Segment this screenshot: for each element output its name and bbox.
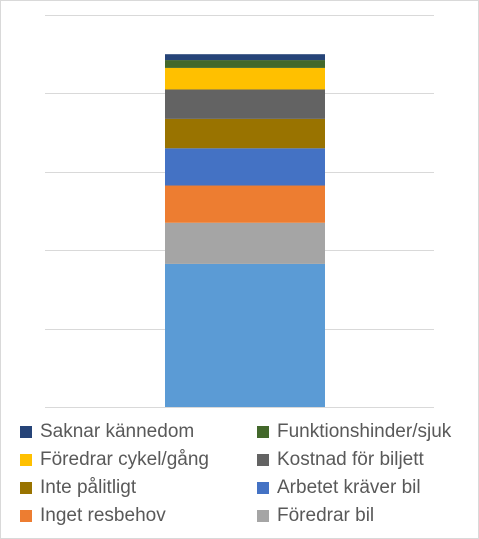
legend-label: Inte pålitligt [40, 477, 137, 498]
legend-label: Arbetet kräver bil [277, 477, 421, 498]
legend-item: Föredrar cykel/gång [20, 446, 209, 474]
bar-segment-5 [165, 89, 325, 119]
legend-label: Funktionshinder/sjuk [277, 421, 452, 442]
legend-label: Kostnad för biljett [277, 449, 424, 470]
legend-swatch [257, 454, 269, 466]
bar-segment-6 [165, 67, 325, 90]
legend-item: Inte pålitligt [20, 474, 136, 502]
legend-swatch [20, 510, 32, 522]
legend-label: Saknar kännedom [40, 421, 195, 442]
legend-item: Kostnad för biljett [257, 446, 424, 474]
legend-item: Arbetet kräver bil [257, 474, 421, 502]
stacked-bar-chart [45, 15, 434, 408]
legend-item: Saknar kännedom [20, 418, 194, 446]
bar-segment-4 [165, 118, 325, 149]
bar-segment-8 [165, 54, 325, 61]
legend-label: Föredrar bil [277, 505, 375, 526]
legend-swatch [20, 426, 32, 438]
bar-segment-2 [165, 185, 325, 223]
legend-label: Inget resbehov [40, 505, 166, 526]
legend-item: Inget resbehov [20, 502, 166, 530]
legend-swatch [257, 426, 269, 438]
bar-segment-7 [165, 60, 325, 68]
legend-swatch [20, 482, 32, 494]
bar-segment-0 [165, 263, 325, 407]
legend-swatch [257, 482, 269, 494]
bar-segment-3 [165, 148, 325, 186]
bar-segment-1 [165, 222, 325, 264]
legend-swatch [257, 510, 269, 522]
legend-swatch [20, 454, 32, 466]
legend-item: Funktionshinder/sjuk [257, 418, 451, 446]
legend-item: Föredrar bil [257, 502, 374, 530]
legend-label: Föredrar cykel/gång [40, 449, 209, 470]
